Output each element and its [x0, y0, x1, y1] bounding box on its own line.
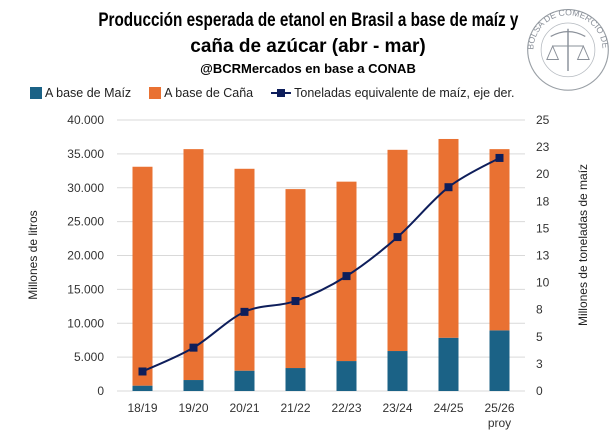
- y-axis-label: Millones de litros: [26, 210, 40, 299]
- legend-label: A base de Caña: [164, 86, 254, 100]
- legend-line-marker-icon: [271, 88, 292, 98]
- line-marker: [240, 307, 249, 316]
- x-tick-label: 23/24: [382, 401, 412, 415]
- bar-cana: [387, 149, 408, 352]
- bar-maiz: [234, 370, 255, 391]
- legend-item: Toneladas equivalente de maíz, eje der.: [271, 86, 514, 100]
- bar-maiz: [387, 351, 408, 391]
- y-tick-label: 20.000: [67, 249, 104, 263]
- y2-tick-label: 10: [536, 276, 550, 290]
- y2-tick-label: 25: [536, 113, 550, 127]
- y2-axis-label: Millones de toneladas de maíz: [576, 164, 590, 326]
- x-tick-label: 24/25: [433, 401, 463, 415]
- chart-title-line2: caña de azúcar (abr - mar): [0, 36, 616, 58]
- y-tick-label: 10.000: [67, 316, 104, 330]
- bar-cana: [489, 149, 510, 331]
- y-tick-label: 40.000: [67, 113, 104, 127]
- line-marker: [291, 297, 300, 306]
- line-marker: [342, 272, 351, 281]
- bar-cana: [234, 168, 255, 371]
- bar-maiz: [336, 361, 357, 391]
- y2-tick-label: 15: [536, 221, 550, 235]
- y2-tick-label: 0: [536, 384, 543, 398]
- y-tick-label: 15.000: [67, 282, 104, 296]
- x-tick-label: 19/20: [178, 401, 208, 415]
- y2-tick-label: 5: [536, 330, 543, 344]
- legend-item: A base de Maíz: [30, 86, 131, 100]
- bar-maiz: [132, 385, 153, 391]
- y2-tick-label: 8: [536, 303, 543, 317]
- bar-maiz: [438, 337, 459, 391]
- legend-swatch: [149, 87, 162, 99]
- bar-cana: [336, 181, 357, 362]
- legend-label: A base de Maíz: [45, 86, 132, 100]
- chart-title-line2-text: caña de azúcar (abr - mar): [190, 36, 426, 57]
- bar-maiz: [285, 368, 306, 391]
- x-tick-label: 20/21: [229, 401, 259, 415]
- y2-tick-label: 23: [536, 140, 550, 154]
- line-toneladas: [142, 157, 500, 373]
- x-tick-label: 25/26: [484, 401, 514, 415]
- line-marker: [444, 183, 453, 192]
- bar-cana: [183, 149, 204, 381]
- bar-cana: [285, 189, 306, 369]
- bar-maiz: [489, 330, 510, 391]
- line-marker: [495, 153, 504, 162]
- y-tick-label: 0: [97, 384, 104, 398]
- bar-maiz: [183, 380, 204, 391]
- legend: A base de Maíz A base de Caña Toneladas eq…: [30, 86, 576, 100]
- bar-cana: [438, 138, 459, 338]
- bar-cana: [132, 166, 153, 386]
- y-tick-label: 25.000: [67, 215, 104, 229]
- y-tick-label: 35.000: [67, 147, 104, 161]
- x-tick-label: 21/22: [280, 401, 310, 415]
- chart-title-text: Producción esperada de etanol en Brasil …: [97, 10, 518, 31]
- y-tick-label: 5.000: [74, 350, 104, 364]
- legend-label: Toneladas equivalente de maíz, eje der.: [294, 86, 515, 100]
- legend-item: A base de Caña: [149, 86, 253, 100]
- chart-subtitle: @BCRMercados en base a CONAB: [0, 61, 616, 76]
- line-marker: [138, 367, 147, 376]
- y2-tick-label: 18: [536, 194, 550, 208]
- x-tick-label: 18/19: [127, 401, 157, 415]
- chart-title: Producción esperada de etanol en Brasil …: [0, 10, 616, 32]
- line-marker: [393, 233, 402, 242]
- x-tick-label: 22/23: [331, 401, 361, 415]
- legend-swatch: [30, 87, 42, 99]
- y2-tick-label: 3: [536, 357, 543, 371]
- chart-subtitle-text: @BCRMercados en base a CONAB: [200, 61, 416, 76]
- y2-tick-label: 13: [536, 249, 550, 263]
- x-tick-label: proy: [488, 416, 511, 430]
- y2-tick-label: 20: [536, 167, 550, 181]
- line-marker: [189, 343, 198, 352]
- y-tick-label: 30.000: [67, 181, 104, 195]
- bcr-seal-logo: BOLSA DE COMERCIO DE ROSARIO: [517, 0, 616, 97]
